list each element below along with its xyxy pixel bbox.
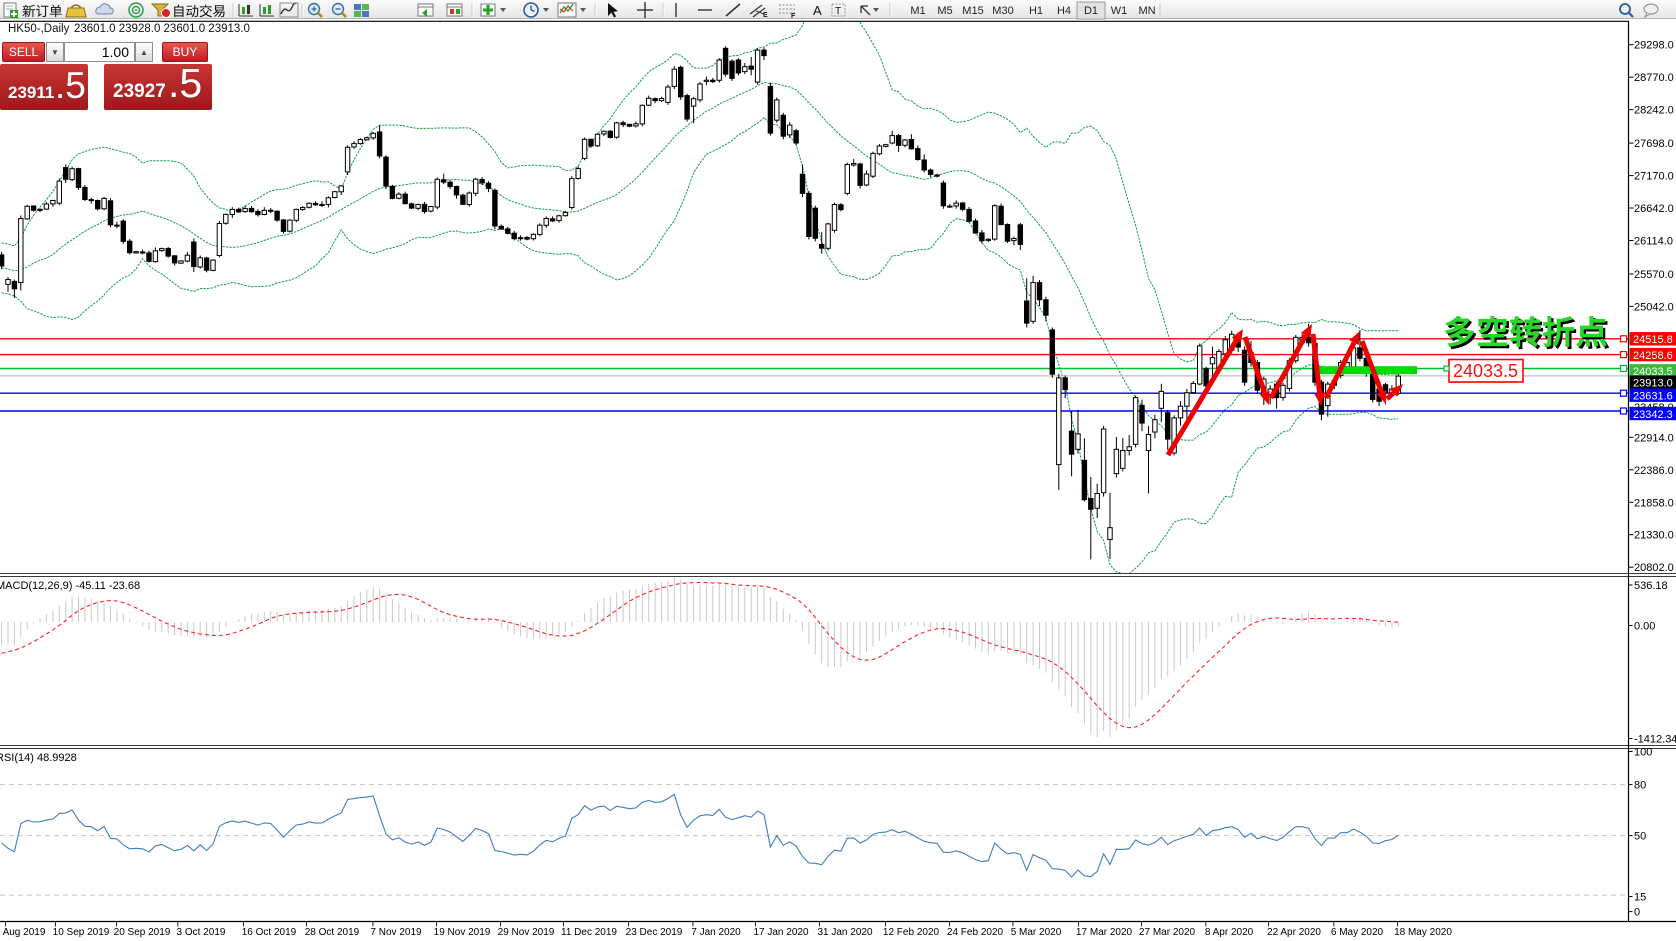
svg-text:25042.0: 25042.0 bbox=[1634, 301, 1674, 313]
svg-text:W1: W1 bbox=[1111, 5, 1128, 17]
svg-text:D1: D1 bbox=[1084, 5, 1098, 17]
svg-text:A: A bbox=[813, 3, 822, 18]
svg-text:15: 15 bbox=[1634, 892, 1646, 904]
svg-text:27 Mar 2020: 27 Mar 2020 bbox=[1139, 927, 1196, 938]
svg-text:5 Mar 2020: 5 Mar 2020 bbox=[1011, 927, 1062, 938]
svg-text:H1: H1 bbox=[1029, 5, 1043, 17]
svg-text:21330.0: 21330.0 bbox=[1634, 530, 1674, 542]
svg-text:20802.0: 20802.0 bbox=[1634, 562, 1674, 574]
svg-text:7 Nov 2019: 7 Nov 2019 bbox=[370, 927, 422, 938]
svg-text:0: 0 bbox=[1634, 907, 1640, 919]
svg-text:24258.6: 24258.6 bbox=[1633, 350, 1673, 362]
svg-text:29 Nov 2019: 29 Nov 2019 bbox=[498, 927, 555, 938]
svg-text:50: 50 bbox=[1634, 831, 1646, 843]
svg-text:29298.0: 29298.0 bbox=[1634, 40, 1674, 52]
svg-text:25570.0: 25570.0 bbox=[1634, 269, 1674, 281]
svg-text:28 Oct 2019: 28 Oct 2019 bbox=[305, 927, 360, 938]
svg-text:3 Oct 2019: 3 Oct 2019 bbox=[177, 927, 226, 938]
svg-text:23342.3: 23342.3 bbox=[1633, 409, 1673, 421]
svg-text:16 Oct 2019: 16 Oct 2019 bbox=[242, 927, 297, 938]
svg-text:19 Nov 2019: 19 Nov 2019 bbox=[434, 927, 491, 938]
svg-text:M5: M5 bbox=[937, 5, 952, 17]
svg-text:27170.0: 27170.0 bbox=[1634, 171, 1674, 183]
svg-text:24515.8: 24515.8 bbox=[1633, 334, 1673, 346]
svg-text:-1412.34: -1412.34 bbox=[1634, 734, 1676, 746]
svg-text:RSI(14) 48.9928: RSI(14) 48.9928 bbox=[0, 752, 77, 764]
svg-text:HK50-,Daily: HK50-,Daily bbox=[8, 23, 70, 35]
svg-text:20 Sep 2019: 20 Sep 2019 bbox=[114, 927, 171, 938]
svg-text:17 Mar 2020: 17 Mar 2020 bbox=[1076, 927, 1133, 938]
svg-text:M1: M1 bbox=[910, 5, 925, 17]
svg-text:T: T bbox=[835, 6, 841, 17]
svg-text:100: 100 bbox=[1634, 747, 1652, 759]
svg-text:80: 80 bbox=[1634, 780, 1646, 792]
svg-text:23631.6: 23631.6 bbox=[1633, 391, 1673, 403]
svg-text:0.00: 0.00 bbox=[1634, 621, 1655, 633]
svg-text:11 Dec 2019: 11 Dec 2019 bbox=[561, 927, 617, 938]
svg-text:26114.0: 26114.0 bbox=[1634, 236, 1673, 248]
svg-text:18 May 2020: 18 May 2020 bbox=[1394, 927, 1452, 938]
svg-text:28770.0: 28770.0 bbox=[1634, 72, 1674, 84]
svg-text:8 Apr 2020: 8 Apr 2020 bbox=[1205, 927, 1254, 938]
svg-text:24 Feb 2020: 24 Feb 2020 bbox=[947, 927, 1004, 938]
svg-text:22 Apr 2020: 22 Apr 2020 bbox=[1267, 927, 1321, 938]
svg-text:28242.0: 28242.0 bbox=[1634, 105, 1674, 117]
svg-text:Aug 2019: Aug 2019 bbox=[3, 927, 46, 938]
svg-text:31 Jan 2020: 31 Jan 2020 bbox=[817, 927, 872, 938]
svg-text:536.18: 536.18 bbox=[1634, 580, 1668, 592]
svg-text:17 Jan 2020: 17 Jan 2020 bbox=[753, 927, 808, 938]
svg-text:M30: M30 bbox=[992, 5, 1013, 17]
svg-text:F: F bbox=[791, 13, 796, 20]
svg-text:22386.0: 22386.0 bbox=[1634, 465, 1674, 477]
svg-text:23 Dec 2019: 23 Dec 2019 bbox=[626, 927, 683, 938]
svg-text:7 Jan 2020: 7 Jan 2020 bbox=[691, 927, 741, 938]
svg-text:10 Sep 2019: 10 Sep 2019 bbox=[53, 927, 110, 938]
svg-text:24033.5: 24033.5 bbox=[1633, 366, 1673, 378]
svg-text:23601.0 23928.0 23601.0 23913.: 23601.0 23928.0 23601.0 23913.0 bbox=[74, 23, 250, 35]
svg-text:23913.0: 23913.0 bbox=[1633, 378, 1673, 390]
svg-text:MACD(12,26,9) -45.11 -23.68: MACD(12,26,9) -45.11 -23.68 bbox=[0, 580, 140, 592]
svg-text:12 Feb 2020: 12 Feb 2020 bbox=[883, 927, 940, 938]
svg-text:MN: MN bbox=[1138, 5, 1155, 17]
svg-text:E: E bbox=[763, 12, 768, 19]
svg-text:6 May 2020: 6 May 2020 bbox=[1331, 927, 1384, 938]
svg-text:27698.0: 27698.0 bbox=[1634, 138, 1674, 150]
svg-text:26642.0: 26642.0 bbox=[1634, 203, 1674, 215]
svg-text:22914.0: 22914.0 bbox=[1634, 432, 1674, 444]
svg-text:24033.5: 24033.5 bbox=[1453, 361, 1518, 381]
svg-text:21858.0: 21858.0 bbox=[1634, 497, 1674, 509]
svg-text:M15: M15 bbox=[962, 5, 983, 17]
svg-text:H4: H4 bbox=[1057, 5, 1071, 17]
